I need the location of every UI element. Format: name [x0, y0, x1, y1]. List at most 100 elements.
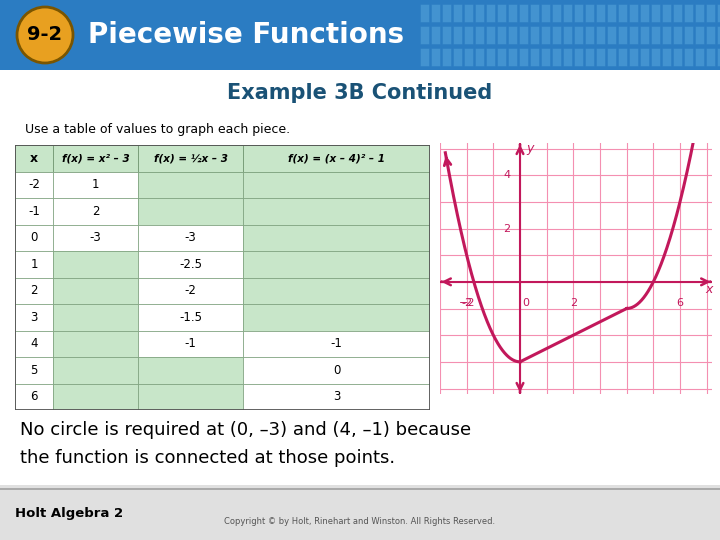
Text: -2: -2 — [28, 178, 40, 191]
Bar — [629, 48, 638, 66]
Bar — [138, 198, 243, 225]
Bar — [530, 26, 539, 44]
Bar — [431, 4, 440, 22]
Bar — [420, 4, 429, 22]
Bar — [442, 48, 451, 66]
Bar — [618, 26, 627, 44]
Bar — [717, 4, 720, 22]
Bar — [640, 48, 649, 66]
Bar — [662, 4, 671, 22]
Text: 4: 4 — [30, 338, 37, 350]
Bar — [695, 48, 704, 66]
Bar — [673, 4, 682, 22]
Text: -1: -1 — [28, 205, 40, 218]
Bar — [15, 145, 53, 172]
Bar — [717, 48, 720, 66]
Bar — [475, 48, 484, 66]
Circle shape — [17, 7, 73, 63]
Bar — [420, 26, 429, 44]
Bar — [651, 4, 660, 22]
Bar — [541, 48, 550, 66]
Bar — [431, 26, 440, 44]
Bar — [607, 48, 616, 66]
Bar — [53, 357, 138, 383]
Bar — [486, 4, 495, 22]
Bar — [519, 26, 528, 44]
Text: -1.5: -1.5 — [179, 310, 202, 324]
Bar — [563, 26, 572, 44]
Text: 3: 3 — [30, 310, 37, 324]
Bar — [53, 330, 138, 357]
Bar — [530, 4, 539, 22]
Bar — [475, 4, 484, 22]
Bar — [243, 278, 430, 304]
Bar — [442, 4, 451, 22]
Bar — [138, 383, 243, 410]
Bar — [563, 48, 572, 66]
Bar — [662, 26, 671, 44]
Text: 4: 4 — [503, 170, 510, 180]
Bar — [442, 26, 451, 44]
Bar — [453, 48, 462, 66]
Text: -1: -1 — [330, 338, 343, 350]
Bar — [640, 4, 649, 22]
Bar — [53, 304, 138, 330]
Bar — [15, 357, 53, 383]
Text: x: x — [30, 152, 38, 165]
Bar — [15, 383, 53, 410]
Bar — [497, 48, 506, 66]
Bar — [519, 48, 528, 66]
Text: 5: 5 — [30, 364, 37, 377]
Bar — [706, 4, 715, 22]
Text: f(x) = x² – 3: f(x) = x² – 3 — [62, 153, 130, 163]
Bar — [138, 330, 243, 357]
Bar — [15, 198, 53, 225]
Text: x: x — [706, 283, 713, 296]
Bar — [15, 251, 53, 278]
Text: -1: -1 — [184, 338, 197, 350]
Bar — [684, 26, 693, 44]
Text: the function is connected at those points.: the function is connected at those point… — [20, 449, 395, 467]
Bar — [541, 4, 550, 22]
Bar — [243, 251, 430, 278]
Bar — [53, 145, 138, 172]
Text: 0: 0 — [30, 231, 37, 244]
Bar — [552, 4, 561, 22]
Bar — [138, 357, 243, 383]
Bar — [15, 225, 53, 251]
Bar — [717, 26, 720, 44]
Text: Use a table of values to graph each piece.: Use a table of values to graph each piec… — [25, 124, 290, 137]
Text: 0: 0 — [523, 298, 529, 308]
Bar — [695, 4, 704, 22]
Bar — [508, 26, 517, 44]
Bar — [574, 48, 583, 66]
Bar — [552, 26, 561, 44]
Bar — [629, 4, 638, 22]
Bar — [607, 4, 616, 22]
Bar — [706, 26, 715, 44]
Bar — [486, 26, 495, 44]
Bar — [585, 26, 594, 44]
Bar — [464, 26, 473, 44]
Text: -3: -3 — [184, 231, 197, 244]
Bar — [243, 383, 430, 410]
Bar — [453, 4, 462, 22]
Bar — [596, 4, 605, 22]
Text: 1: 1 — [91, 178, 99, 191]
Bar — [486, 48, 495, 66]
Bar — [138, 278, 243, 304]
Bar — [508, 48, 517, 66]
Bar — [541, 26, 550, 44]
Bar — [497, 26, 506, 44]
Text: Copyright © by Holt, Rinehart and Winston. All Rights Reserved.: Copyright © by Holt, Rinehart and Winsto… — [225, 517, 495, 526]
Bar — [0, 488, 720, 490]
Bar — [420, 48, 429, 66]
Bar — [138, 304, 243, 330]
Text: 9-2: 9-2 — [27, 25, 63, 44]
Text: Holt Algebra 2: Holt Algebra 2 — [15, 507, 123, 519]
Text: -2.5: -2.5 — [179, 258, 202, 271]
Bar — [138, 172, 243, 198]
Bar — [15, 278, 53, 304]
Text: f(x) = ½x – 3: f(x) = ½x – 3 — [153, 153, 228, 163]
Bar — [684, 4, 693, 22]
